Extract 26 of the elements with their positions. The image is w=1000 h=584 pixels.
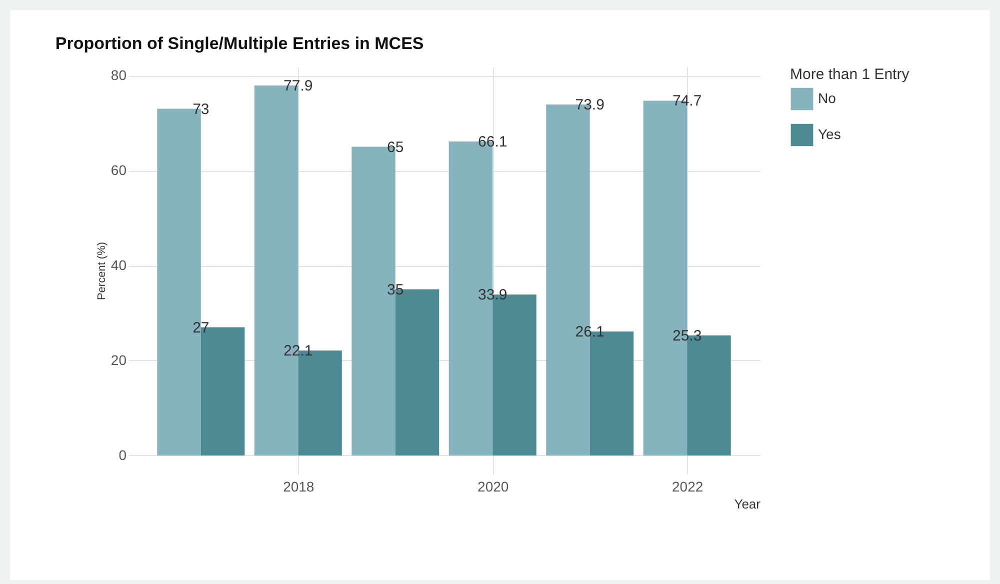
x-tick-label: 2018	[283, 478, 314, 494]
x-axis-title: Year	[734, 496, 762, 512]
legend-title: More than 1 Entry	[790, 66, 910, 83]
y-tick-label: 0	[118, 446, 127, 463]
data-label: 26.1	[575, 324, 604, 341]
x-tick-label: 2020	[478, 478, 509, 494]
legend-label: Yes	[818, 126, 841, 142]
data-label: 66.1	[478, 134, 508, 151]
x-tick-label: 2022	[672, 478, 704, 494]
data-label: 74.7	[672, 92, 702, 110]
y-tick-label: 40	[110, 257, 127, 274]
y-axis-title: Percent (%)	[96, 242, 108, 300]
y-tick-label: 80	[110, 67, 127, 84]
chart-title: Proportion of Single/Multiple Entries in MCES	[55, 34, 424, 53]
data-label: 73.9	[575, 96, 604, 114]
y-tick-label: 20	[110, 352, 127, 368]
data-label: 65	[387, 138, 404, 156]
y-tick-label: 60	[110, 162, 127, 178]
data-label: 27	[192, 319, 210, 336]
data-label: 77.9	[284, 78, 313, 95]
data-label: 35	[387, 281, 404, 298]
legend-label: No	[818, 90, 836, 106]
data-label: 33.9	[478, 286, 508, 304]
data-label: 22.1	[284, 342, 313, 360]
data-label: 25.3	[672, 327, 702, 344]
data-label: 73	[192, 100, 210, 118]
